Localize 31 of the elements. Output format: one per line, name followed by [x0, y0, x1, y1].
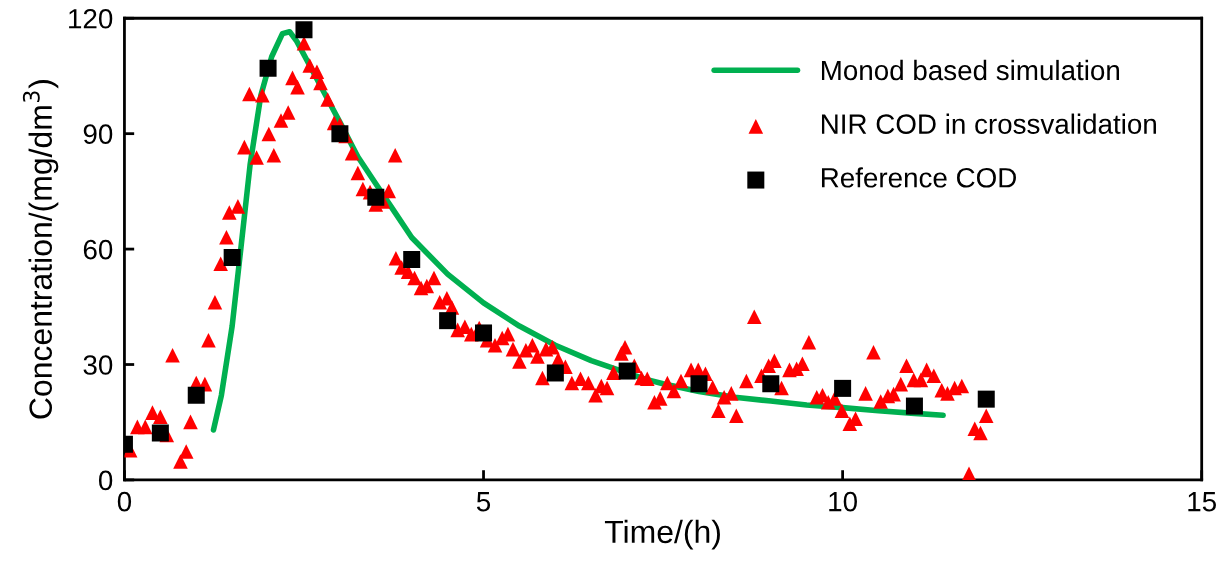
point [618, 362, 636, 380]
x-tick-label: 15 [1188, 492, 1216, 512]
legend-label: NIR COD in crossvalidation [821, 113, 1156, 134]
x-axis-title: Time/(h) [604, 519, 720, 550]
point [223, 249, 241, 267]
y-tick-label: 30 [83, 355, 113, 375]
point [367, 188, 385, 206]
y-tick-label: 60 [83, 239, 113, 260]
y-axis-title: Concentration/(mg/dm$^{3}$) [22, 80, 59, 419]
point [331, 125, 349, 143]
y-tick-label: 0 [98, 470, 113, 491]
point [187, 386, 205, 404]
point [403, 250, 421, 268]
x-tick-label: 5 [476, 492, 491, 512]
point [834, 379, 852, 397]
point [690, 375, 708, 393]
y-tick-label: 120 [69, 8, 113, 29]
point [977, 390, 995, 408]
point [546, 364, 564, 382]
point [259, 59, 277, 77]
point [905, 397, 923, 415]
x-tick-label: 10 [829, 491, 857, 512]
y-tick-label: 90 [83, 124, 113, 144]
point [295, 21, 313, 39]
legend-label: Monod based simulation [821, 59, 1120, 81]
point [762, 375, 780, 393]
point [439, 312, 457, 330]
point [151, 424, 169, 442]
x-tick-label: 0 [117, 491, 132, 512]
legend-label: Reference COD [821, 167, 1016, 188]
point [475, 324, 493, 342]
